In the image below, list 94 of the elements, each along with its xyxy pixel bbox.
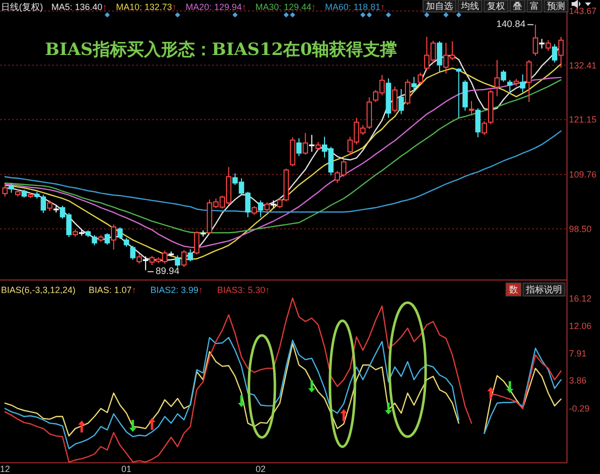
text: BIAS3: 5.30↑: [217, 285, 270, 295]
candlestick: [181, 250, 187, 268]
y-tick-label: 121.15: [569, 114, 597, 125]
candlestick: [520, 74, 526, 93]
candlestick: [386, 78, 392, 118]
toolbar-button: 预测: [544, 0, 568, 12]
x-tick-label: 01: [121, 464, 132, 474]
toolbar-button: 富: [526, 0, 542, 12]
y-tick-label: 16.12: [569, 294, 592, 304]
text: 140.84: [496, 19, 526, 30]
line-series: [4, 130, 562, 213]
candlestick: [398, 88, 404, 115]
candlestick: [270, 200, 276, 208]
candlestick: [475, 108, 481, 138]
candlestick: [290, 136, 296, 167]
text: MA60: 118.81↑: [325, 2, 385, 12]
candlestick: [526, 60, 532, 103]
candlestick: [546, 40, 551, 52]
candlestick: [200, 230, 206, 238]
candlestick: [98, 234, 104, 242]
y-tick-label: 12.06: [569, 320, 592, 331]
toolbar-button: 加自选: [422, 0, 456, 12]
candlestick: [468, 100, 474, 116]
candlestick: [494, 60, 500, 97]
candlestick: [500, 70, 506, 82]
text: BIAS指标买入形态：BIAS12在0轴获得支撑: [45, 40, 398, 60]
candlestick: [252, 206, 257, 216]
candlestick: [53, 205, 59, 213]
text: MA30: 129.44↑: [255, 2, 316, 12]
candlestick: [22, 189, 27, 198]
text: MA10: 132.73↑: [116, 2, 177, 12]
y-tick-label: 98.50: [569, 224, 592, 234]
candlestick: [418, 72, 424, 85]
candlestick: [92, 234, 98, 246]
candlestick: [507, 79, 513, 94]
toolbar-button: 均线: [458, 0, 482, 12]
candlestick: [104, 232, 110, 246]
toolbar-button: 指标说明: [522, 282, 566, 296]
candlestick: [130, 245, 136, 260]
candlestick: [258, 200, 264, 218]
y-tick-label: 3.86: [569, 376, 587, 386]
x-tick-label: 12: [0, 464, 10, 474]
x-tick-label: 02: [256, 464, 266, 474]
text: MA5: 136.40↑: [51, 2, 107, 12]
chart-subtitle: 日线(复权): [1, 2, 43, 12]
candlestick: [296, 138, 302, 157]
candlestick: [558, 36, 564, 68]
candlestick: [194, 230, 200, 255]
candlestick: [168, 251, 174, 257]
candlestick: [2, 184, 8, 198]
candlestick: [514, 78, 519, 87]
y-tick-label: 7.91: [569, 348, 587, 359]
candlestick: [539, 38, 544, 49]
candlestick: [264, 202, 270, 212]
y-tick-label: 143.67: [569, 6, 597, 16]
text: BIAS: 1.07↑: [88, 285, 136, 295]
candlestick: [411, 76, 417, 92]
chart-title: BIAS(6,-3,3,12,24): [1, 285, 76, 295]
candlestick: [15, 189, 20, 198]
candlestick: [188, 248, 194, 262]
candlestick: [47, 200, 52, 212]
candlestick: [8, 182, 14, 194]
toolbar-button: 数: [506, 282, 522, 296]
candlestick: [532, 24, 538, 56]
candlestick: [136, 254, 142, 264]
candlestick: [110, 224, 116, 250]
candlestick: [436, 40, 442, 73]
candlestick: [142, 256, 148, 271]
candlestick: [366, 96, 372, 130]
y-tick-label: 109.76: [569, 170, 597, 180]
text: MA20: 129.94↑: [186, 2, 246, 12]
candlestick: [85, 230, 91, 238]
toolbar-button: 叠: [510, 0, 526, 12]
candlestick: [302, 132, 308, 156]
toolbar-button: 复权: [484, 0, 508, 12]
candlestick: [124, 238, 130, 248]
text: BIAS2: 3.99↑: [150, 285, 203, 295]
candlestick: [28, 192, 34, 199]
candlestick: [392, 86, 398, 114]
candlestick: [552, 44, 558, 63]
candlestick: [72, 228, 78, 238]
candlestick: [315, 142, 321, 151]
candlestick: [79, 229, 84, 236]
y-tick-label: -0.29: [569, 403, 590, 414]
candlestick: [456, 68, 462, 118]
candlestick: [174, 254, 180, 268]
text: 89.94: [156, 266, 180, 278]
candlestick: [117, 226, 123, 240]
annotation: 指标说明: [525, 284, 562, 294]
candlestick: [309, 134, 314, 152]
candlestick: [404, 78, 410, 106]
candlestick: [462, 80, 468, 112]
y-tick-label: 132.41: [569, 60, 597, 70]
annotation: 数: [509, 284, 518, 294]
